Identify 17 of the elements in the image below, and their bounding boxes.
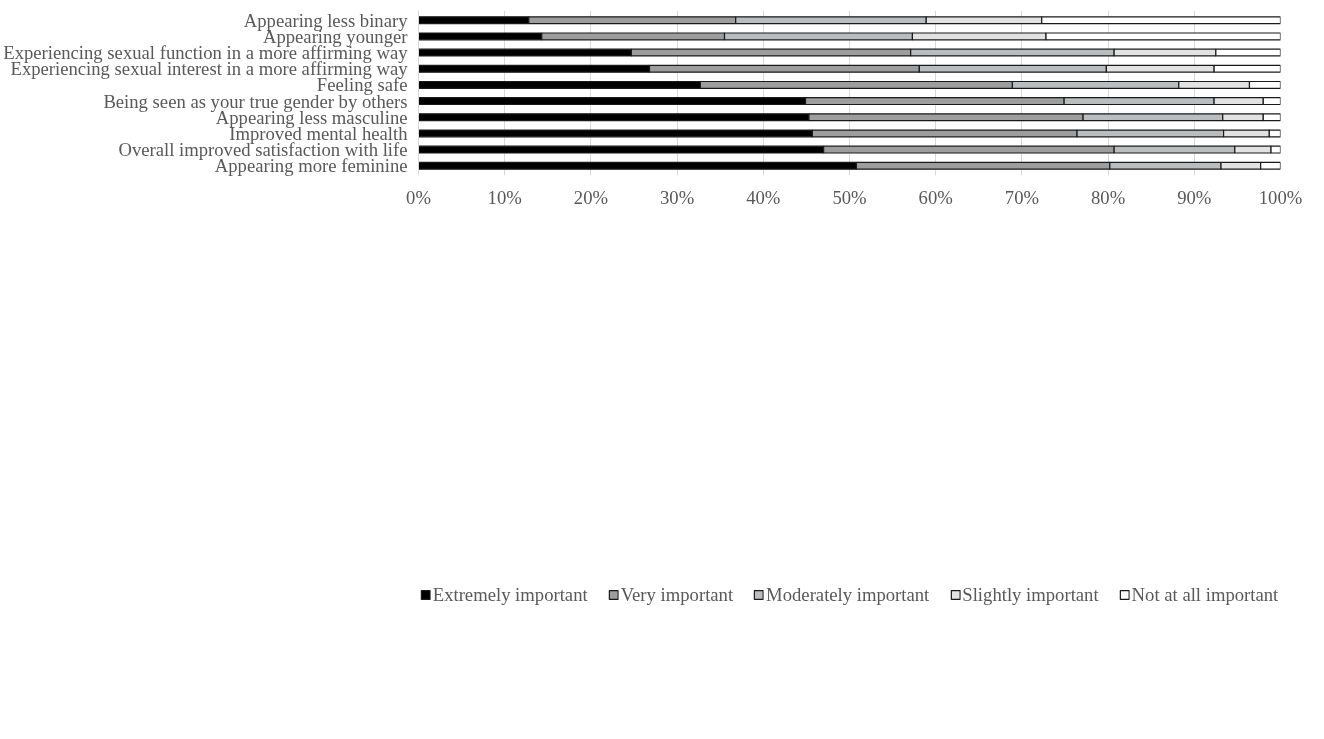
legend-label: Slightly important [962, 583, 1099, 606]
x-tick-label: 30% [660, 186, 695, 208]
x-tick-label: 20% [573, 186, 608, 208]
x-tick-label: 70% [1004, 186, 1039, 208]
x-tick-label: 60% [918, 186, 953, 208]
x-tick-label: 100% [1258, 186, 1303, 208]
legend-label: Not at all important [1131, 583, 1279, 606]
legend-label: Moderately important [766, 583, 930, 606]
legend-label: Very important [620, 583, 734, 606]
y-tick-label: Appearing more feminine [214, 155, 408, 177]
x-tick-label: 10% [487, 186, 522, 208]
x-tick-label: 90% [1177, 186, 1212, 208]
x-tick-label: 50% [832, 186, 867, 208]
x-tick-label: 0% [406, 186, 431, 208]
x-tick-label: 40% [746, 186, 781, 208]
legend-label: Extremely important [432, 583, 588, 606]
x-tick-label: 80% [1091, 186, 1126, 208]
